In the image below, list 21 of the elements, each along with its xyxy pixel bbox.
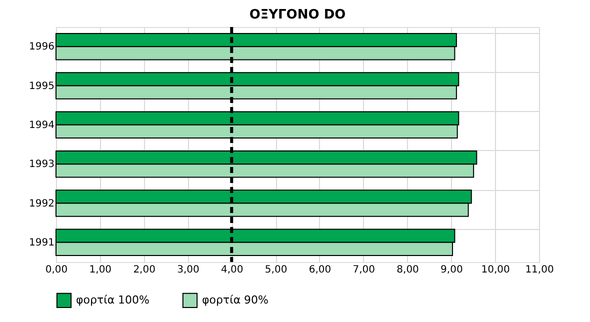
x-tick-label: 5,00 (264, 264, 288, 276)
legend-label: φορτία 100% (76, 293, 150, 306)
y-tick-label: 1994 (29, 120, 54, 131)
y-tick-label: 1995 (29, 80, 54, 92)
x-tick-label: 1,00 (89, 264, 112, 276)
y-tick-label: 1993 (29, 159, 54, 170)
y-tick-label: 1991 (29, 237, 54, 248)
x-tick-label: 8,00 (396, 264, 419, 276)
x-tick-label: 10,00 (481, 264, 510, 276)
chart-title: ΟΞΥΓΟΝΟ DO (249, 8, 346, 22)
x-tick-label: 2,00 (133, 264, 156, 276)
y-tick-label: 1996 (29, 42, 54, 53)
x-tick-label: 4,00 (221, 264, 244, 276)
x-tick-label: 6,00 (308, 264, 332, 276)
x-tick-label: 9,00 (440, 264, 463, 276)
x-tick-label: 7,00 (352, 264, 375, 276)
x-tick-label: 3,00 (177, 264, 200, 276)
legend-label: φορτία 90% (202, 293, 269, 306)
x-tick-label: 11,00 (525, 264, 554, 276)
x-tick-label: 0,00 (45, 264, 68, 276)
y-tick-label: 1992 (29, 198, 54, 210)
